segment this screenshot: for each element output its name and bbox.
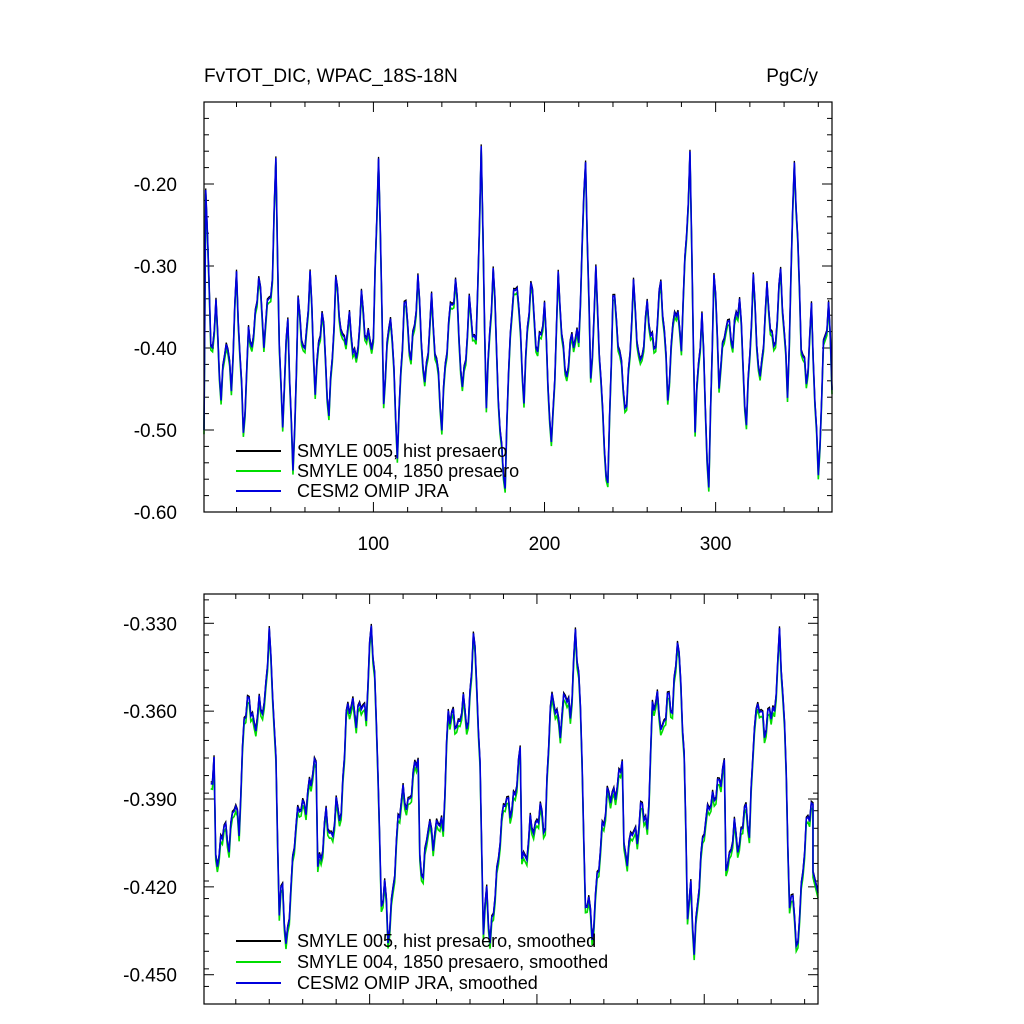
y-tick-label: -0.30 [134,257,177,278]
y-tick-label: -0.390 [123,790,177,811]
y-tick-label: -0.20 [134,175,177,196]
legend-label-smyle-004: SMYLE 004, 1850 presaero [297,461,519,481]
bottom-chart-legend: SMYLE 005, hist presaero, smoothed SMYLE… [236,931,608,993]
bottom-chart-frame [203,593,819,1005]
y-tick-label: -0.330 [123,614,177,635]
bottom-chart-series [210,623,819,961]
series-line-cesm2 [203,146,833,489]
x-tick-label: 100 [358,534,390,555]
top-chart-frame [203,101,833,513]
y-tick-label: -0.50 [134,421,177,442]
legend-label-smyle-005-smoothed: SMYLE 005, hist presaero, smoothed [297,931,596,951]
y-tick-label: -0.420 [123,878,177,899]
legend-label-smyle-004-smoothed: SMYLE 004, 1850 presaero, smoothed [297,952,608,972]
bottom-chart-panel: -0.450 -0.420 -0.390 -0.360 -0.330 SMYLE 005… [123,593,819,1005]
y-tick-label: -0.360 [123,702,177,723]
top-chart-legend: SMYLE 005, hist presaero SMYLE 004, 1850… [236,441,519,501]
top-chart-units: PgC/y [766,66,818,87]
legend-label-cesm2-smoothed: CESM2 OMIP JRA, smoothed [297,973,538,993]
series-line-smyle-004-smoothed [210,630,819,961]
top-chart-title: FvTOT_DIC, WPAC_18S-18N [204,66,458,87]
y-tick-label: -0.450 [123,966,177,987]
y-tick-label: -0.60 [134,503,177,524]
x-tick-label: 200 [529,534,561,555]
top-chart-ticks: -0.60 -0.50 -0.40 -0.30 -0.20 100 200 300 [134,101,832,555]
x-tick-label: 300 [700,534,732,555]
y-tick-label: -0.40 [134,339,177,360]
top-chart-panel: FvTOT_DIC, WPAC_18S-18N PgC/y -0.60 -0.50… [134,66,833,555]
legend-label-smyle-005: SMYLE 005, hist presaero [297,441,507,461]
series-line-cesm2-smoothed [210,625,819,955]
top-chart-series [203,144,833,493]
legend-label-cesm2: CESM2 OMIP JRA [297,481,449,501]
series-line-smyle-005-smoothed [210,623,819,954]
